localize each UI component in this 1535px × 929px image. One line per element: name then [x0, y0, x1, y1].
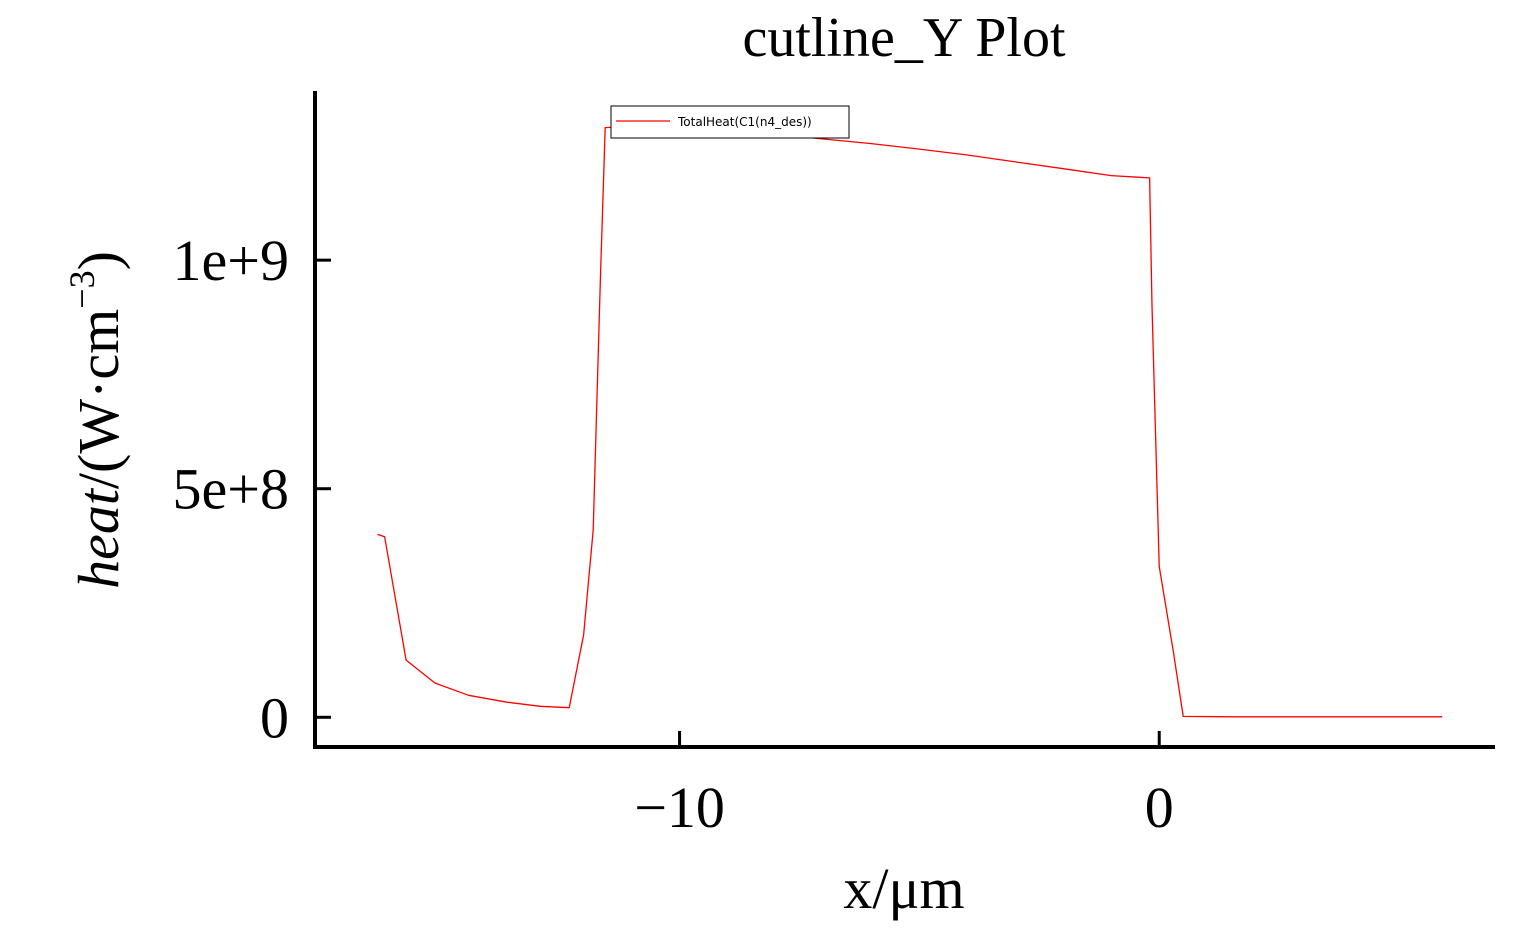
legend-box	[610, 105, 850, 139]
y-tick-label: 5e+8	[173, 457, 289, 522]
series-line	[377, 125, 1443, 718]
y-axis-label-italic: heat	[66, 487, 131, 589]
y-tick-label: 1e+9	[173, 228, 289, 293]
chart-title: cutline_Y Plot	[742, 7, 1065, 69]
y-tick-label: 0	[260, 685, 289, 750]
x-tick-label: 0	[1145, 775, 1174, 840]
y-axis-label: heat/(W·cm−3)	[62, 251, 131, 589]
x-ticks: −10 0	[634, 731, 1174, 840]
legend-label: TotalHeat(C1(n4_des))	[677, 115, 812, 129]
y-ticks: 0 5e+8 1e+9	[173, 228, 331, 750]
x-axis-label: x/μm	[843, 856, 964, 921]
series-layer	[377, 125, 1443, 718]
legend: TotalHeat(C1(n4_des))	[610, 105, 850, 139]
y-axis-label-unit: /(W·cm	[66, 309, 131, 489]
y-axis-label-close: )	[66, 251, 131, 270]
x-tick-label: −10	[634, 775, 725, 840]
y-axis-label-sup: −3	[62, 270, 102, 308]
